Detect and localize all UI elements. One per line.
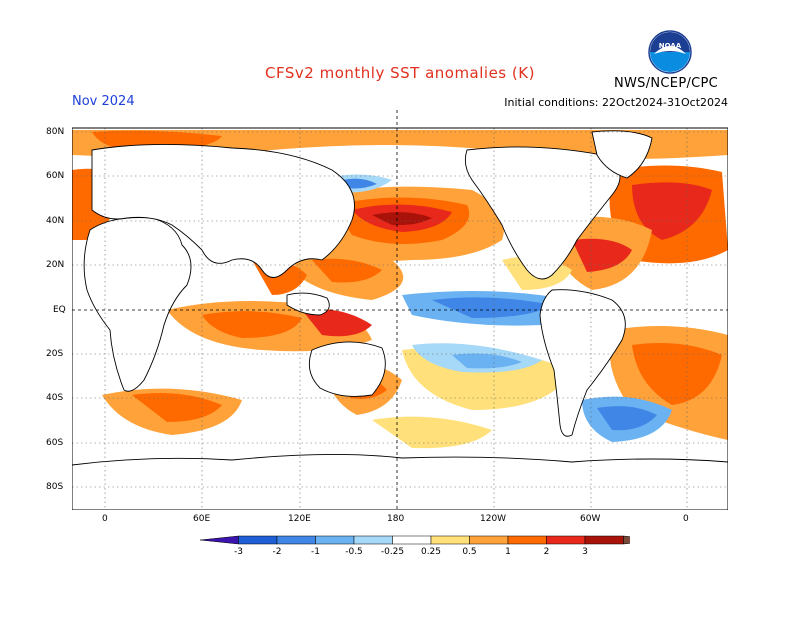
reference-lines (72, 110, 728, 510)
lon-label: 60E (193, 514, 211, 524)
lat-label: 80S (46, 482, 64, 492)
colorbar-tick-label: 2 (544, 547, 550, 557)
map-frame (72, 127, 728, 510)
lat-label: 40S (46, 393, 64, 403)
colorbar-tick-label: -3 (234, 547, 243, 557)
lat-label: 60S (46, 438, 64, 448)
lon-label: 120W (480, 514, 507, 524)
lat-label: 60N (46, 171, 65, 181)
antarctica-land (72, 453, 728, 510)
lon-label: 180 (387, 514, 405, 524)
colorbar-segment (623, 535, 630, 545)
initial-conditions-label: Initial conditions: 22Oct2024-31Oct2024 (504, 96, 728, 109)
lon-label: 120E (288, 514, 311, 524)
colorbar-tick-label: 3 (582, 547, 588, 557)
noaa-logo: NOAA (648, 30, 692, 74)
map-title: CFSv2 monthly SST anomalies (K) (265, 64, 535, 82)
colorbar-tick-label: 0.5 (462, 547, 476, 557)
colorbar-segment (199, 535, 239, 545)
logo-text: NOAA (659, 42, 682, 50)
sst-anomaly-map (72, 110, 728, 510)
colorbar-segment (315, 535, 355, 545)
colorbar-segment (238, 535, 278, 545)
colorbar-tick-label: -2 (273, 547, 282, 557)
lat-label: 20S (46, 349, 64, 359)
colorbar-segment (353, 535, 393, 545)
australia-land (308, 341, 386, 397)
colorbar-segment (392, 535, 432, 545)
lat-label: 40N (46, 216, 65, 226)
colorbar-segment (546, 535, 586, 545)
lat-label: 20N (46, 260, 65, 270)
greenland-land (591, 130, 653, 179)
colorbar: -3 -2 -1 -0.5 -0.25 0.25 0.5 1 2 3 (199, 535, 630, 557)
forecast-month-label: Nov 2024 (72, 94, 135, 109)
colorbar-tick-label: -0.25 (381, 547, 404, 557)
colorbar-tick-label: 1 (505, 547, 511, 557)
colorbar-segment (584, 535, 624, 545)
colorbar-segment (469, 535, 509, 545)
africa-land (83, 217, 192, 392)
colorbar-tick-label: -1 (311, 547, 320, 557)
south-america-land (539, 289, 626, 437)
colorbar-tick-label: 0.25 (421, 547, 441, 557)
colorbar-segment (430, 535, 470, 545)
colorbar-segment (507, 535, 547, 545)
gridlines (72, 128, 728, 510)
eurasia-land (91, 144, 355, 278)
lon-label: 0 (683, 514, 689, 524)
maritime-continent-land (286, 292, 330, 316)
land-masses (72, 130, 728, 510)
colorbar-segment (276, 535, 316, 545)
lon-label: 0 (102, 514, 108, 524)
colorbar-tick-label: -0.5 (345, 547, 363, 557)
lat-label: 80N (46, 127, 65, 137)
lon-label: 60W (580, 514, 601, 524)
lat-label: EQ (53, 305, 66, 315)
agency-label: NWS/NCEP/CPC (614, 76, 719, 91)
